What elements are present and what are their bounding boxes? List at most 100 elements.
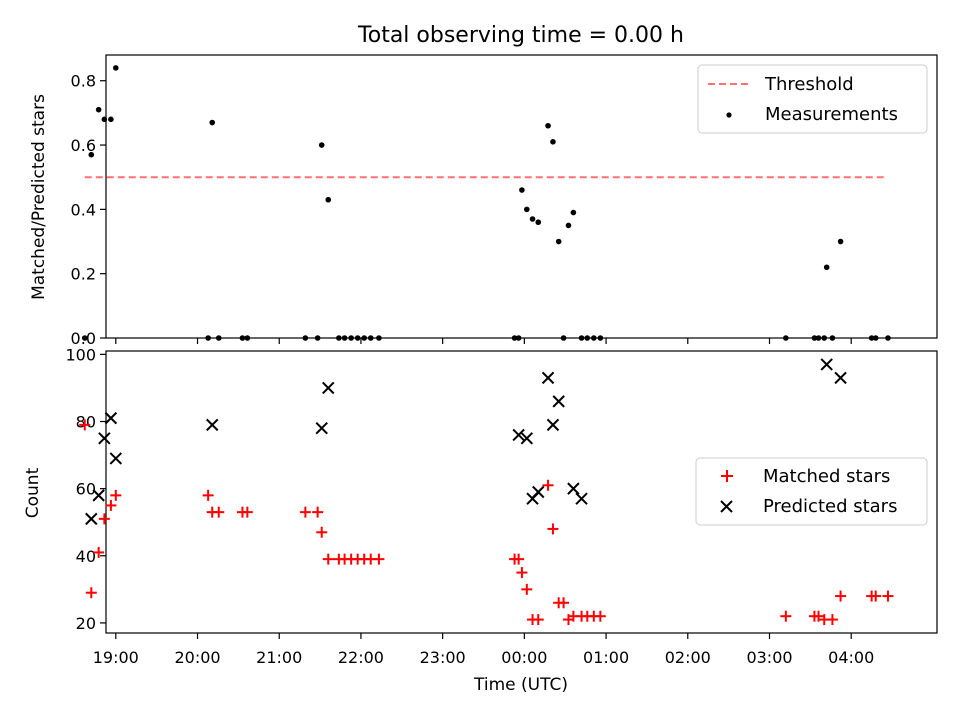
- matched-point: [547, 523, 559, 535]
- measurement-point: [565, 222, 572, 229]
- y-tick-label: 0.8: [71, 72, 96, 91]
- count-panel: 20 40 60 80 100 19:00 20:00 21:00 22:00 23:00 00:…: [23, 345, 938, 695]
- measurement-point: [336, 335, 342, 341]
- predicted-point-b: [575, 492, 588, 505]
- measurement-point: [821, 335, 828, 341]
- ratio-legend: Threshold Measurements: [697, 64, 928, 134]
- predicted-point-b: [532, 485, 545, 499]
- y-tick-label: 80: [76, 413, 96, 432]
- matched-point: [202, 489, 214, 501]
- x-tick-label: 19:00: [93, 648, 139, 667]
- matched-point: [513, 553, 525, 565]
- predicted-point: [322, 381, 335, 395]
- predicted-point-b: [315, 422, 328, 435]
- ratio-y-axis-label: Matched/Predicted stars: [29, 94, 49, 300]
- measurement-point: [868, 335, 875, 341]
- count-y-ticks: 20 40 60 80 100: [65, 345, 106, 633]
- measurement-point: [318, 142, 325, 148]
- predicted-point-b: [109, 452, 123, 465]
- measurement-point: [209, 119, 216, 126]
- measurement-point: [108, 116, 114, 123]
- predicted-point: [541, 371, 555, 385]
- x-tick-label: 20:00: [174, 648, 220, 667]
- predicted-point: [98, 432, 111, 445]
- measurement-point: [885, 335, 891, 341]
- ratio-y-ticks: 0.00.20.40.60.8: [71, 72, 106, 348]
- matched-point: [322, 553, 334, 565]
- matched-point: [93, 546, 105, 558]
- predicted-point-b: [98, 432, 111, 445]
- measurement-point: [591, 335, 597, 341]
- predicted-point-b: [206, 418, 219, 432]
- measurement-point: [239, 335, 246, 341]
- y-tick-label: 0.6: [71, 136, 96, 155]
- predicted-point-b: [104, 411, 118, 425]
- matched-point: [105, 499, 117, 511]
- predicted-point-b: [834, 371, 847, 385]
- y-tick-label: 0.4: [71, 200, 96, 219]
- predicted-point-b: [520, 432, 534, 445]
- measurement-point: [354, 335, 361, 341]
- measurement-point: [783, 335, 789, 341]
- measurement-point: [597, 335, 604, 341]
- matched-point: [98, 513, 110, 525]
- predicted-point: [834, 371, 847, 385]
- matched-point: [835, 590, 847, 602]
- ratio-panel: 0.00.20.40.60.8 Matched/Predicted stars …: [29, 54, 938, 348]
- measurement-point: [511, 335, 518, 341]
- matched-point: [85, 587, 97, 599]
- matched-legend-swatch: [721, 470, 733, 482]
- count-y-axis-label: Count: [23, 467, 43, 518]
- matched-point: [110, 489, 122, 501]
- y-tick-label: 0.2: [71, 265, 96, 284]
- ratio-marks: [81, 65, 891, 341]
- measurement-point: [524, 206, 530, 213]
- measurement-point: [367, 335, 374, 341]
- measurement-point: [555, 238, 562, 245]
- predicted-legend-swatch: [720, 500, 733, 513]
- x-axis-label: Time (UTC): [473, 675, 568, 695]
- predicted-point: [512, 428, 525, 442]
- measurement-point: [113, 65, 119, 71]
- predicted-point-b: [92, 489, 105, 502]
- measurement-point: [81, 335, 88, 341]
- predicted-point-b: [541, 371, 555, 385]
- measurement-point: [529, 216, 536, 222]
- matched-point: [594, 610, 606, 622]
- matched-point: [373, 553, 385, 565]
- predicted-point-b: [512, 428, 525, 442]
- count-legend: Matched stars Predicted stars: [695, 457, 928, 526]
- predicted-point: [520, 432, 534, 445]
- predicted-point: [575, 492, 588, 505]
- predicted-point: [109, 452, 123, 465]
- measurement-point: [823, 264, 830, 271]
- matched-point: [813, 610, 825, 622]
- measurement-point: [314, 335, 321, 341]
- measurement-point: [215, 335, 222, 341]
- matched-point: [826, 614, 838, 626]
- count-x-ticks: 19:00 20:00 21:00 22:00 23:00 00:00 01:00 02:00…: [93, 633, 874, 667]
- predicted-point: [92, 489, 105, 502]
- y-tick-label: 40: [76, 547, 96, 566]
- measurement-point: [872, 335, 879, 341]
- measurement-point: [829, 335, 836, 341]
- x-tick-label: 03:00: [746, 648, 792, 667]
- threshold-legend-label: Threshold: [764, 74, 854, 95]
- matched-point: [780, 610, 792, 622]
- measurement-point: [815, 335, 822, 341]
- measurement-point: [560, 335, 567, 341]
- measurement-point: [88, 151, 95, 158]
- y-tick-label: 20: [76, 614, 96, 633]
- measurement-point: [205, 335, 211, 341]
- measurement-point: [302, 335, 309, 341]
- measurement-point: [101, 116, 108, 123]
- measurement-point: [361, 335, 368, 341]
- x-tick-label: 02:00: [665, 648, 711, 667]
- measurement-point: [244, 335, 251, 341]
- measurement-point: [376, 335, 382, 341]
- x-tick-label: 22:00: [338, 648, 384, 667]
- ratio-x-ticks: [115, 338, 852, 344]
- x-tick-label: 21:00: [256, 648, 302, 667]
- measurement-point: [325, 196, 332, 203]
